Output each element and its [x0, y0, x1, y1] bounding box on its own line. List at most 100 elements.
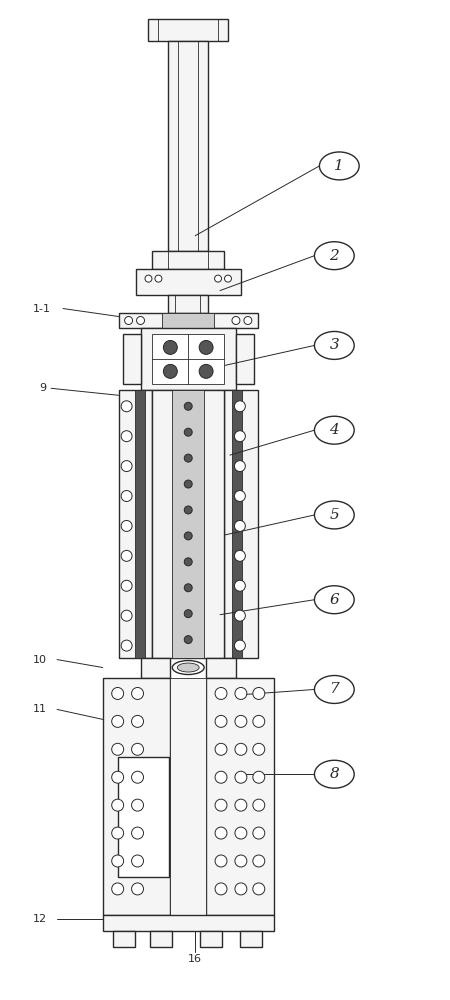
Circle shape — [234, 461, 245, 472]
Ellipse shape — [315, 242, 354, 270]
Ellipse shape — [177, 663, 199, 672]
Circle shape — [215, 799, 227, 811]
Circle shape — [235, 855, 247, 867]
Circle shape — [121, 431, 132, 442]
Circle shape — [253, 743, 265, 755]
Circle shape — [184, 584, 192, 592]
Circle shape — [234, 640, 245, 651]
Ellipse shape — [320, 152, 359, 180]
Ellipse shape — [315, 501, 354, 529]
Bar — [119, 313, 258, 328]
Text: 2: 2 — [329, 249, 339, 263]
Circle shape — [234, 520, 245, 531]
Circle shape — [125, 317, 133, 324]
Circle shape — [234, 431, 245, 442]
Text: 9: 9 — [39, 383, 46, 393]
Circle shape — [235, 687, 247, 699]
Ellipse shape — [172, 661, 204, 675]
Circle shape — [253, 715, 265, 727]
Bar — [162, 313, 214, 328]
Circle shape — [184, 610, 192, 618]
Circle shape — [215, 275, 221, 282]
Bar — [119, 390, 153, 658]
Circle shape — [234, 491, 245, 501]
Bar — [206, 678, 274, 915]
Bar — [224, 390, 258, 658]
Circle shape — [112, 883, 124, 895]
Circle shape — [215, 743, 227, 755]
Text: 4: 4 — [329, 423, 339, 437]
Text: 10: 10 — [33, 655, 47, 665]
Ellipse shape — [315, 760, 354, 788]
Bar — [153, 251, 224, 269]
Circle shape — [184, 506, 192, 514]
Circle shape — [244, 317, 252, 324]
Circle shape — [234, 550, 245, 561]
Circle shape — [155, 275, 162, 282]
Circle shape — [215, 827, 227, 839]
Bar — [103, 678, 171, 915]
Circle shape — [253, 771, 265, 783]
Circle shape — [136, 317, 144, 324]
Text: 16: 16 — [188, 954, 202, 964]
Bar — [103, 915, 274, 931]
Circle shape — [234, 580, 245, 591]
Circle shape — [215, 771, 227, 783]
Circle shape — [253, 799, 265, 811]
Circle shape — [215, 687, 227, 699]
Circle shape — [184, 532, 192, 540]
Circle shape — [234, 401, 245, 412]
Circle shape — [184, 402, 192, 410]
Circle shape — [163, 364, 177, 378]
Bar — [240, 931, 262, 947]
Circle shape — [199, 364, 213, 378]
Circle shape — [131, 827, 144, 839]
Circle shape — [253, 855, 265, 867]
Text: 5: 5 — [329, 508, 339, 522]
Circle shape — [199, 340, 213, 354]
Circle shape — [131, 771, 144, 783]
Circle shape — [112, 855, 124, 867]
Circle shape — [131, 855, 144, 867]
Text: 1-1: 1-1 — [33, 304, 51, 314]
Ellipse shape — [315, 416, 354, 444]
Circle shape — [121, 580, 132, 591]
Circle shape — [131, 799, 144, 811]
Bar — [172, 390, 204, 658]
Bar — [153, 334, 224, 384]
Circle shape — [215, 855, 227, 867]
Ellipse shape — [315, 676, 354, 703]
Bar — [123, 334, 140, 384]
Circle shape — [131, 715, 144, 727]
Bar — [171, 678, 206, 915]
Circle shape — [253, 687, 265, 699]
Circle shape — [121, 610, 132, 621]
Text: 7: 7 — [329, 682, 339, 696]
Circle shape — [121, 520, 132, 531]
Circle shape — [145, 275, 152, 282]
Bar — [153, 390, 224, 658]
Circle shape — [234, 610, 245, 621]
Circle shape — [253, 883, 265, 895]
Bar — [200, 931, 222, 947]
Bar — [135, 269, 241, 295]
Circle shape — [235, 715, 247, 727]
Circle shape — [215, 883, 227, 895]
Bar — [168, 41, 208, 251]
Circle shape — [184, 636, 192, 644]
Circle shape — [215, 715, 227, 727]
Circle shape — [112, 799, 124, 811]
Circle shape — [232, 317, 240, 324]
Bar — [150, 931, 172, 947]
Circle shape — [235, 827, 247, 839]
Circle shape — [235, 799, 247, 811]
Circle shape — [121, 550, 132, 561]
Text: 11: 11 — [33, 704, 47, 714]
Circle shape — [184, 480, 192, 488]
Bar — [140, 328, 236, 390]
Text: 3: 3 — [329, 338, 339, 352]
Circle shape — [235, 883, 247, 895]
Bar — [135, 390, 144, 658]
Circle shape — [121, 401, 132, 412]
Bar — [236, 334, 254, 384]
